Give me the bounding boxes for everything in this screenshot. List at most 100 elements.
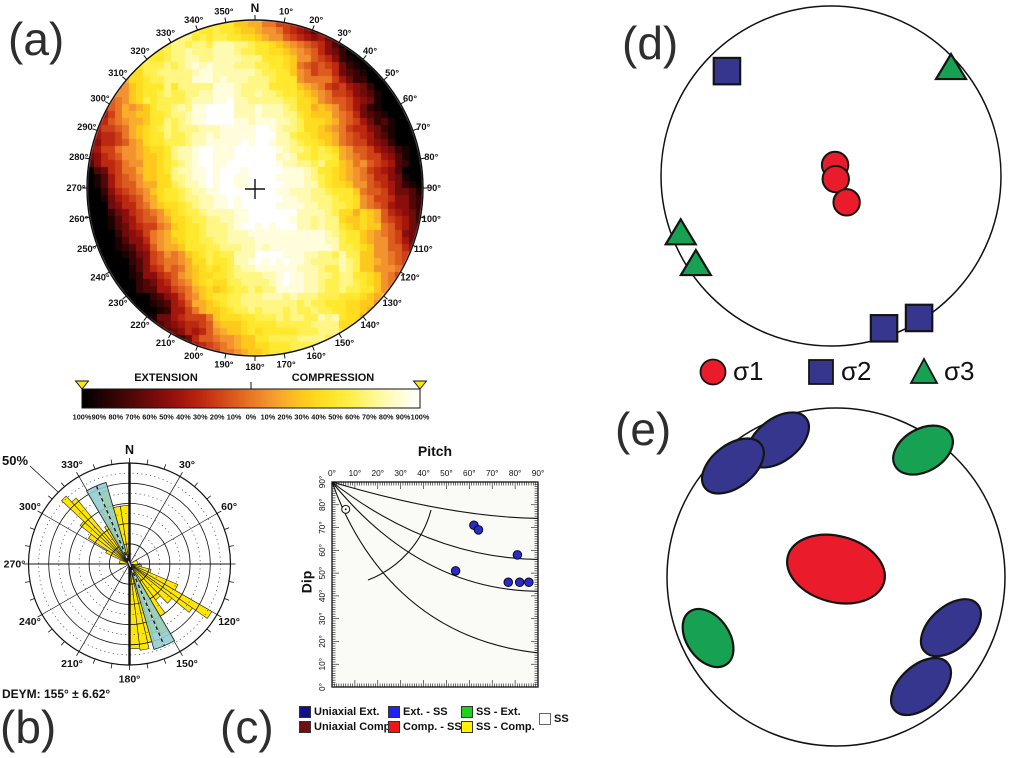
svg-text:60°: 60° [221, 501, 237, 513]
ss-comp-label: SS - Comp. [476, 721, 535, 733]
svg-text:90°: 90° [427, 183, 441, 193]
legend-item-uniaxial-comp: Uniaxial Comp. [299, 721, 393, 733]
svg-text:50°: 50° [385, 68, 399, 78]
svg-text:0°: 0° [328, 468, 336, 478]
panel-c-label: (c) [220, 701, 274, 753]
ss-ext-swatch [461, 706, 473, 718]
sigma3-triangle-icon [909, 357, 939, 384]
svg-text:270°: 270° [4, 559, 26, 571]
ss-comp-swatch [461, 721, 473, 733]
sigma2-square-icon [808, 359, 834, 385]
svg-text:210°: 210° [156, 338, 176, 348]
legend-item-ss-comp: SS - Comp. [461, 721, 535, 733]
sigma1-label: σ1 [733, 355, 764, 386]
svg-text:90°: 90° [532, 468, 545, 478]
panel-b-label: (b) [0, 701, 57, 753]
svg-text:270°: 270° [66, 183, 86, 193]
svg-text:0°: 0° [317, 683, 327, 691]
ss-label: SS [554, 713, 569, 725]
svg-text:180°: 180° [245, 362, 265, 372]
panel-a-colorbar: 100% 90% 80% 70% 60% 50% 40% 30% 20% 10% 0% 10% 20% 3… [73, 380, 430, 422]
svg-text:100°: 100° [422, 214, 442, 224]
svg-text:10°: 10° [349, 468, 362, 478]
svg-text:40°: 40° [317, 590, 327, 603]
svg-text:70%: 70% [125, 413, 140, 422]
svg-text:0%: 0% [246, 413, 257, 422]
comp-ss-swatch [388, 721, 400, 733]
legend-item-sigma3: σ3 [909, 355, 975, 387]
svg-text:80%: 80% [379, 413, 394, 422]
svg-text:310°: 310° [108, 68, 128, 78]
svg-text:320°: 320° [130, 46, 150, 56]
ext-ss-label: Ext. - SS [403, 706, 448, 718]
svg-text:150°: 150° [176, 658, 198, 670]
svg-text:170°: 170° [276, 359, 296, 369]
svg-text:10%: 10% [261, 413, 276, 422]
svg-text:100%: 100% [73, 413, 92, 422]
svg-text:90%: 90% [92, 413, 107, 422]
svg-text:330°: 330° [156, 28, 176, 38]
legend-item-comp-ss: Comp. - SS [388, 721, 462, 733]
legend-item-ext-ss: Ext. - SS [388, 706, 448, 718]
svg-text:60°: 60° [403, 94, 417, 104]
svg-text:260°: 260° [69, 214, 89, 224]
colorbar-gradient [82, 389, 420, 408]
svg-text:280°: 280° [69, 152, 89, 162]
svg-text:20°: 20° [317, 635, 327, 648]
sigma1-circle-icon [699, 358, 727, 386]
rose-scale-label: 50% [2, 453, 29, 468]
ss-ext-label: SS - Ext. [476, 706, 521, 718]
panel-d-stereonet [660, 5, 1002, 347]
panel-c-pitch-dip-plot: 0° 10° 20° 30° 40° 50° 60° 70° 80° 90° 90° 80° 70° 60… [317, 468, 544, 691]
uniaxial-comp-swatch [299, 721, 311, 733]
ss-swatch [539, 713, 551, 725]
svg-text:70%: 70% [362, 413, 377, 422]
dip-axis-title: Dip [298, 570, 315, 594]
svg-text:80°: 80° [317, 499, 327, 512]
sigma2-label: σ2 [841, 355, 872, 386]
svg-text:80°: 80° [424, 152, 438, 162]
svg-text:10°: 10° [279, 7, 293, 17]
svg-text:40°: 40° [417, 468, 430, 478]
legend-item-sigma1: σ1 [698, 355, 764, 387]
svg-text:40%: 40% [176, 413, 191, 422]
panel-e-label: (e) [615, 403, 672, 455]
colorbar-extension-title: EXTENSION [134, 372, 198, 384]
svg-text:30%: 30% [294, 413, 309, 422]
svg-text:90°: 90° [317, 476, 327, 489]
svg-text:350°: 350° [214, 7, 234, 17]
svg-text:230°: 230° [108, 298, 128, 308]
svg-text:150°: 150° [335, 338, 355, 348]
svg-text:20%: 20% [277, 413, 292, 422]
svg-text:30%: 30% [193, 413, 208, 422]
svg-text:30°: 30° [337, 28, 351, 38]
svg-text:50%: 50% [328, 413, 343, 422]
svg-text:30°: 30° [179, 459, 195, 471]
svg-text:120°: 120° [400, 273, 420, 283]
svg-text:30°: 30° [317, 612, 327, 625]
svg-text:40°: 40° [363, 46, 377, 56]
svg-text:340°: 340° [184, 15, 204, 25]
legend-item-ss-ext: SS - Ext. [461, 706, 521, 718]
svg-text:60%: 60% [345, 413, 360, 422]
svg-text:330°: 330° [61, 459, 83, 471]
panel-e-stereonet [666, 407, 1006, 747]
svg-text:10°: 10° [317, 658, 327, 671]
svg-text:180°: 180° [119, 674, 141, 686]
svg-text:50%: 50% [159, 413, 174, 422]
panel-a-stereonet: N 10° 20° 30° 40° 50° 60° 70° 80° 90° 100° 110° 120°… [66, 1, 441, 372]
svg-text:80%: 80% [108, 413, 123, 422]
svg-text:90%: 90% [396, 413, 411, 422]
svg-text:10%: 10% [227, 413, 242, 422]
rose-mean-direction-stat: DEYM: 155° ± 6.62° [2, 687, 111, 701]
svg-text:20%: 20% [210, 413, 225, 422]
svg-text:60°: 60° [317, 544, 327, 557]
uniaxial-ext-label: Uniaxial Ext. [314, 706, 380, 718]
panel-b-rose: N 30° 60° 120° 150° 180° 210° 240° 270° 300° 330° [4, 443, 240, 686]
svg-text:190°: 190° [214, 359, 234, 369]
svg-text:20°: 20° [372, 468, 385, 478]
svg-text:200°: 200° [184, 351, 204, 361]
svg-text:160°: 160° [307, 351, 327, 361]
svg-text:50°: 50° [317, 567, 327, 580]
colorbar-compression-title: COMPRESSION [291, 372, 375, 384]
